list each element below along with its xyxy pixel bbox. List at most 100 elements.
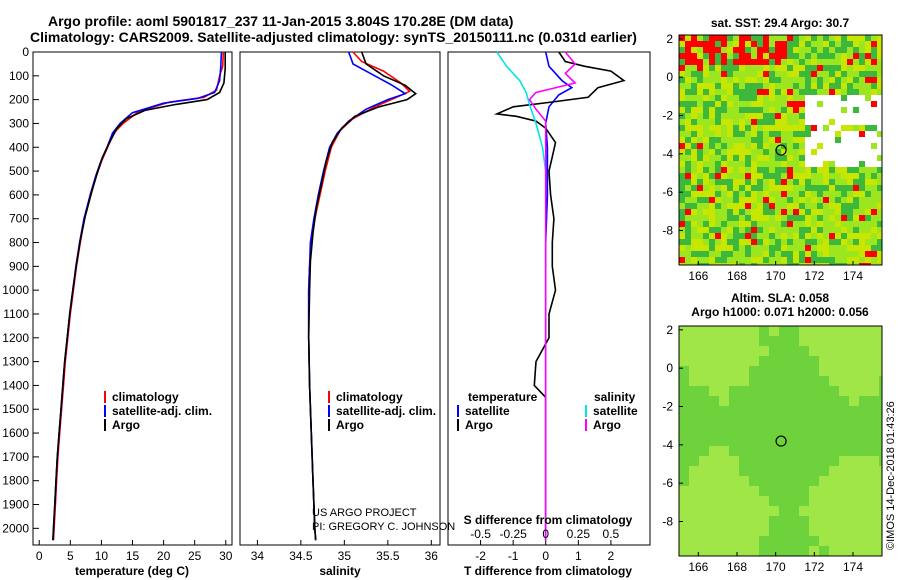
map-cell: [759, 456, 769, 466]
map-cell: [699, 366, 709, 376]
map-cell: [871, 53, 877, 59]
map-cell: [853, 203, 859, 209]
map-cell: [709, 366, 719, 376]
map-cell: [793, 221, 799, 227]
map-cell: [719, 456, 729, 466]
map-cell: [829, 406, 839, 416]
map-cell: [729, 346, 739, 356]
map-cell: [865, 101, 871, 107]
map-cell: [849, 526, 859, 536]
map-cell: [841, 65, 847, 71]
map-cell: [793, 257, 799, 263]
map-cell: [869, 466, 879, 476]
map-cell: [809, 486, 819, 496]
map-cell: [779, 386, 789, 396]
map-cell: [819, 526, 829, 536]
map-cell: [849, 546, 859, 556]
legend-label: satellite: [465, 404, 510, 418]
x-tick-label: 2: [608, 549, 615, 563]
s-tick-label: 0: [542, 527, 549, 541]
map-cell: [749, 416, 759, 426]
map-cell: [799, 386, 809, 396]
map-cell: [769, 263, 775, 265]
map-cell: [729, 546, 739, 556]
map-cell: [787, 233, 793, 239]
map-cell: [709, 356, 719, 366]
map-cell: [811, 215, 817, 221]
map-cell: [799, 185, 805, 191]
map-cell: [829, 436, 839, 446]
map-cell: [679, 233, 685, 239]
map-cell: [817, 47, 823, 53]
map-cell: [727, 257, 733, 263]
map-cell: [823, 203, 829, 209]
map-cell: [799, 536, 809, 546]
map-cell: [799, 113, 805, 119]
map-cell: [793, 89, 799, 95]
map-cell: [697, 197, 703, 203]
map-cell: [739, 101, 745, 107]
series-line: [307, 51, 412, 541]
map-cell: [697, 191, 703, 197]
map-cell: [699, 496, 709, 506]
map-cell: [805, 113, 811, 119]
plot-frame: [32, 51, 233, 546]
series-line: [496, 51, 547, 541]
map-cell: [811, 245, 817, 251]
map-cell: [839, 336, 849, 346]
map-cell: [721, 113, 727, 119]
map-cell: [697, 65, 703, 71]
map-cell: [769, 53, 775, 59]
map-cell: [763, 209, 769, 215]
map-cell: [689, 336, 699, 346]
map-cell: [739, 221, 745, 227]
map-cell: [835, 221, 841, 227]
map-cell: [745, 149, 751, 155]
map-cell: [733, 239, 739, 245]
map-cell: [817, 167, 823, 173]
map-cell: [769, 516, 779, 526]
map-cell: [819, 436, 829, 446]
map-cell: [763, 143, 769, 149]
map-cell: [849, 396, 859, 406]
map-cell: [697, 173, 703, 179]
map-cell: [709, 143, 715, 149]
map-cell: [703, 263, 709, 265]
map-cell: [787, 197, 793, 203]
map-cell: [769, 209, 775, 215]
y-tick-label: 0: [666, 361, 673, 375]
map-cell: [721, 197, 727, 203]
map-cell: [787, 59, 793, 65]
map-cell: [763, 239, 769, 245]
map-cell: [865, 239, 871, 245]
map-cell: [703, 209, 709, 215]
map-cell: [859, 71, 865, 77]
map-cell: [739, 516, 749, 526]
map-cell: [809, 366, 819, 376]
map-cell: [819, 456, 829, 466]
map-cell: [847, 239, 853, 245]
map-cell: [859, 233, 865, 239]
map-cell: [721, 77, 727, 83]
map-cell: [727, 245, 733, 251]
map-cell: [739, 149, 745, 155]
map-cell: [805, 185, 811, 191]
map-cell: [727, 47, 733, 53]
map-cell: [829, 396, 839, 406]
map-cell: [793, 41, 799, 47]
map-cell: [685, 197, 691, 203]
map-cell: [763, 191, 769, 197]
map-cell: [859, 516, 869, 526]
map-cell: [817, 95, 823, 101]
map-cell: [727, 263, 733, 265]
map-cell: [869, 506, 879, 516]
y-tick-label: 400: [9, 140, 29, 154]
map-cell: [839, 416, 849, 426]
map-cell: [835, 197, 841, 203]
map-cell: [865, 257, 871, 263]
map-cell: [709, 263, 715, 265]
map-cell: [749, 476, 759, 486]
map-cell: [769, 396, 779, 406]
map-cell: [703, 239, 709, 245]
map-cell: [685, 59, 691, 65]
